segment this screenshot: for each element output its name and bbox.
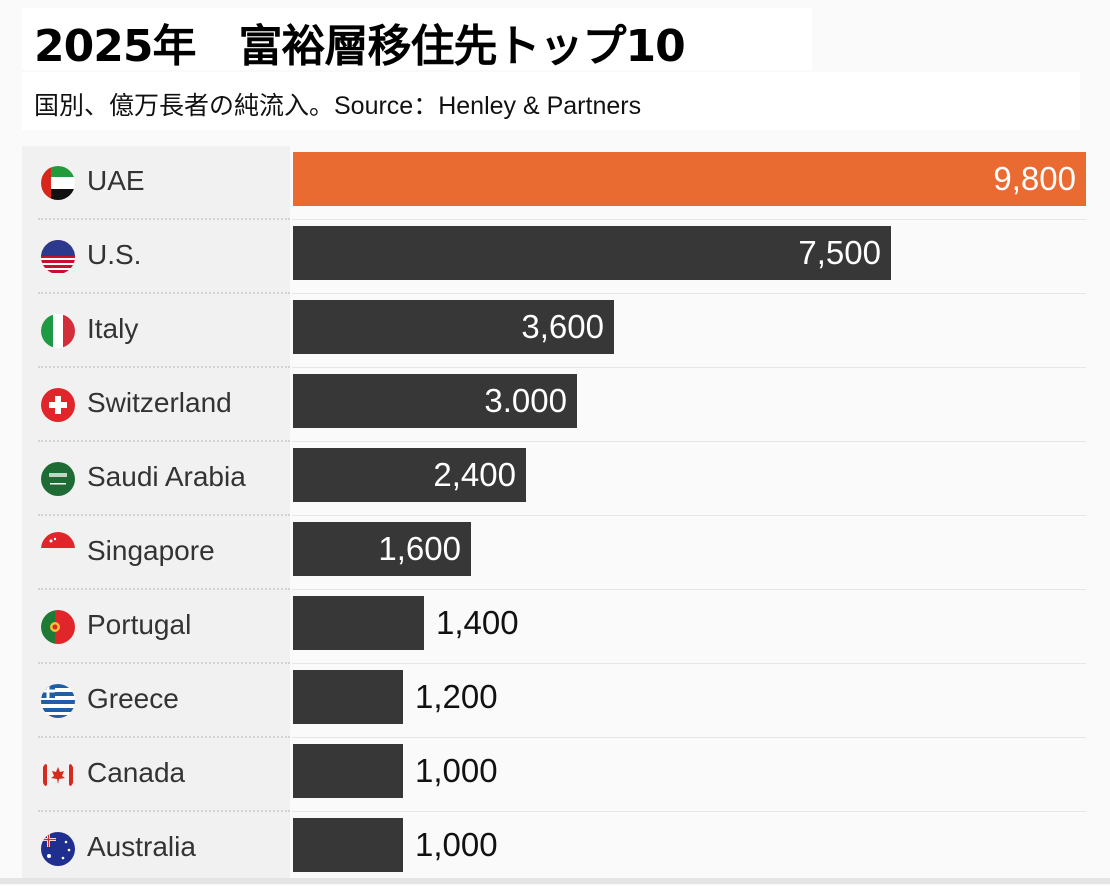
country-label: Italy — [87, 313, 139, 344]
australia-flag-icon — [41, 832, 75, 866]
bar-canada — [293, 744, 403, 798]
value-label: 1,000 — [415, 826, 498, 863]
portugal-flag-icon — [41, 610, 75, 644]
singapore-flag-icon — [41, 532, 75, 566]
chart-row: UAE 9,800 — [22, 146, 1092, 220]
value-label: 3.000 — [484, 382, 567, 419]
chart-row: Portugal 1,400 — [22, 590, 1092, 664]
us-flag-icon — [41, 240, 75, 274]
bar-uae: 9,800 — [293, 152, 1086, 206]
bar-chart: UAE 9,800 U.S. 7,500 Italy 3,600 Switzer… — [22, 146, 1092, 884]
chart-title: 2025年 富裕層移住先トップ10 — [34, 21, 686, 72]
saudi-arabia-flag-icon — [41, 462, 75, 496]
country-label: UAE — [87, 165, 145, 196]
bar-saudi-arabia: 2,400 — [293, 448, 526, 502]
bar-us: 7,500 — [293, 226, 891, 280]
bar-greece — [293, 670, 403, 724]
bottom-border — [0, 878, 1110, 884]
bar-australia — [293, 818, 403, 872]
chart-row: Singapore 1,600 — [22, 516, 1092, 590]
chart-row: Canada 1,000 — [22, 738, 1092, 812]
country-label: Singapore — [87, 535, 215, 566]
value-label: 9,800 — [993, 160, 1076, 197]
country-label: Canada — [87, 757, 186, 788]
italy-flag-icon — [41, 314, 75, 348]
chart-row: Australia 1,000 — [22, 812, 1092, 886]
country-label: Portugal — [87, 609, 192, 640]
chart-row: Greece 1,200 — [22, 664, 1092, 738]
title-background — [22, 8, 812, 70]
chart-row: Switzerland 3.000 — [22, 368, 1092, 442]
switzerland-flag-icon — [41, 388, 75, 422]
country-label: U.S. — [87, 239, 142, 270]
value-label: 7,500 — [798, 234, 881, 271]
country-label: Greece — [87, 683, 179, 714]
subtitle-background — [22, 72, 1080, 130]
uae-flag-icon — [41, 166, 75, 200]
bar-switzerland: 3.000 — [293, 374, 577, 428]
country-label: Saudi Arabia — [87, 461, 246, 492]
bar-italy: 3,600 — [293, 300, 614, 354]
value-label: 1,200 — [415, 678, 498, 715]
chart-row: Saudi Arabia 2,400 — [22, 442, 1092, 516]
value-label: 1,600 — [378, 530, 461, 567]
chart-subtitle: 国別、億万長者の純流入。Source：Henley & Partners — [34, 92, 642, 120]
greece-flag-icon — [41, 684, 75, 718]
value-label: 1,000 — [415, 752, 498, 789]
bar-portugal — [293, 596, 424, 650]
chart-row: Italy 3,600 — [22, 294, 1092, 368]
value-label: 1,400 — [436, 604, 519, 641]
bar-singapore: 1,600 — [293, 522, 471, 576]
country-label: Switzerland — [87, 387, 232, 418]
country-label: Australia — [87, 831, 196, 862]
value-label: 3,600 — [521, 308, 604, 345]
chart-row: U.S. 7,500 — [22, 220, 1092, 294]
value-label: 2,400 — [433, 456, 516, 493]
canada-flag-icon — [41, 758, 75, 792]
